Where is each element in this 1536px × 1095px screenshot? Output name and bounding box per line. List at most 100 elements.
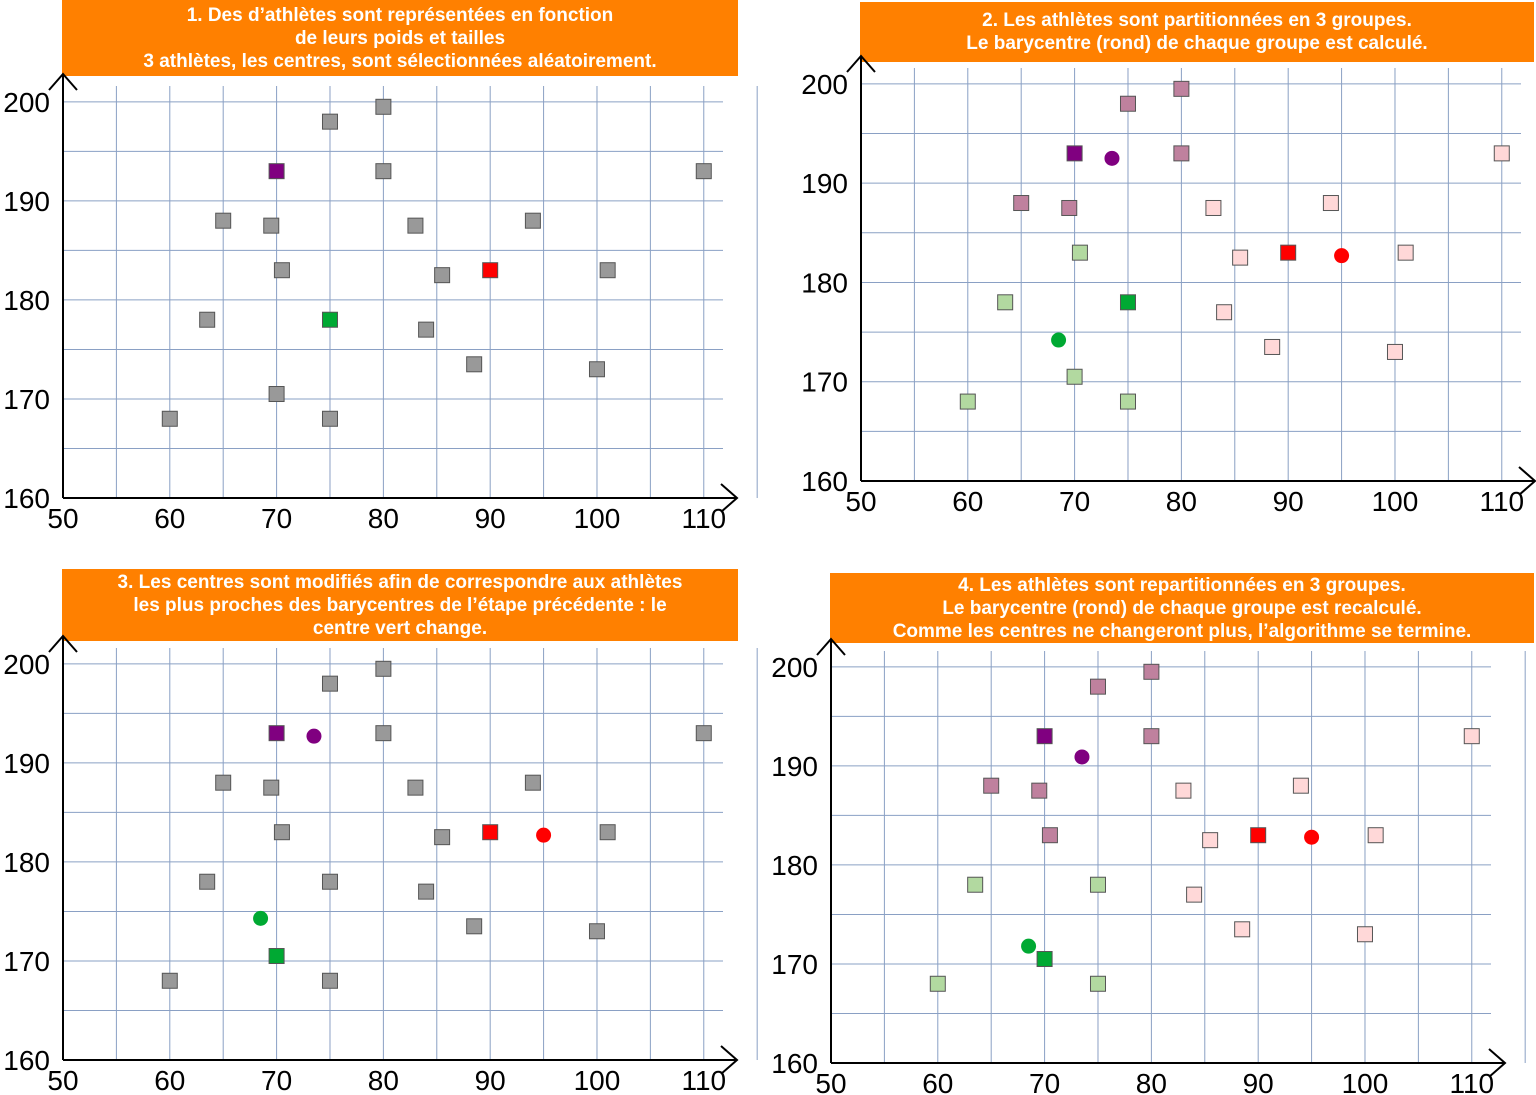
x-tick-label: 60 (952, 486, 983, 517)
athlete-point (1041, 827, 1058, 844)
x-axis-arrow (720, 1045, 739, 1075)
chart-2: 50 60 70 80 90 100 110 160 170 180 190 200 (801, 54, 1536, 517)
athlete-point (524, 774, 541, 791)
x-tick-label: 60 (154, 503, 185, 534)
x-tick-label: 60 (154, 1065, 185, 1095)
center-point (482, 824, 499, 841)
x-tick-label: 70 (1029, 1068, 1060, 1095)
y-axis-arrow (48, 72, 78, 91)
y-tick-label: 160 (3, 1045, 50, 1076)
panel-1-title-line: de leurs poids et tailles (294, 27, 506, 49)
athlete-point (407, 779, 424, 796)
center-point (1036, 728, 1053, 745)
athlete-point (524, 212, 541, 229)
y-tick-label: 170 (801, 367, 848, 398)
athlete-point (1386, 343, 1403, 360)
y-tick-label: 200 (771, 652, 818, 683)
x-tick-label: 70 (261, 503, 292, 534)
panel-2-title: 2. Les athlètes sont partitionnées en 3 … (860, 2, 1534, 62)
center-point (482, 262, 499, 279)
barycenter-point (253, 910, 269, 926)
athlete-point (1071, 244, 1088, 261)
athlete-point (695, 725, 712, 742)
x-tick-label: 100 (1372, 486, 1419, 517)
x-tick-label: 80 (1166, 486, 1197, 517)
athlete-point (161, 410, 178, 427)
y-axis-arrow (846, 54, 876, 73)
x-tick-label: 110 (1449, 1068, 1494, 1095)
athlete-point (1356, 926, 1373, 943)
athlete-point (466, 918, 483, 935)
athlete-point (1367, 827, 1384, 844)
athlete-point (1173, 145, 1190, 162)
panel-3-title: 3. Les centres sont modifiés afin de cor… (62, 569, 738, 641)
athlete-point (1216, 304, 1233, 321)
athlete-point (1202, 832, 1219, 849)
athlete-point (321, 410, 338, 427)
x-tick-label: 70 (1059, 486, 1090, 517)
x-tick-label: 50 (47, 503, 78, 534)
athlete-point (199, 311, 216, 328)
athlete-point (1234, 921, 1251, 938)
barycenter-point (1304, 829, 1320, 845)
athlete-point (1322, 195, 1339, 212)
barycenter-point (536, 827, 552, 843)
y-tick-label: 200 (3, 649, 50, 680)
y-tick-label: 180 (801, 267, 848, 298)
athlete-point (959, 393, 976, 410)
center-point (268, 725, 285, 742)
center-point (1280, 244, 1297, 261)
athlete-point (1143, 663, 1160, 680)
x-tick-label: 100 (574, 503, 621, 534)
athlete-point (375, 660, 392, 677)
y-tick-label: 180 (3, 847, 50, 878)
athlete-point (1186, 886, 1203, 903)
athlete-point (599, 824, 616, 841)
athlete-point (1397, 244, 1414, 261)
athlete-point (1232, 249, 1249, 266)
x-axis-arrow (1518, 466, 1536, 496)
x-tick-label: 90 (475, 1065, 506, 1095)
athlete-point (695, 163, 712, 180)
athlete-point (1061, 199, 1078, 216)
y-tick-label: 170 (3, 384, 50, 415)
athlete-point (263, 217, 280, 234)
x-tick-label: 110 (1479, 486, 1524, 517)
panel-4-title-line: 4. Les athlètes sont repartitionnées en … (958, 574, 1406, 596)
barycenter-point (1334, 248, 1350, 264)
athlete-point (1143, 728, 1160, 745)
x-axis-arrow (1488, 1048, 1507, 1078)
athlete-point (588, 361, 605, 378)
panel-1-title-line: 1. Des d’athlètes sont représentées en f… (186, 4, 614, 26)
panel-2-title-line: Le barycentre (rond) de chaque groupe es… (966, 33, 1428, 54)
x-tick-label: 70 (261, 1065, 292, 1095)
athlete-point (983, 777, 1000, 794)
y-tick-label: 180 (771, 850, 818, 881)
athlete-point (418, 321, 435, 338)
athlete-point (199, 873, 216, 890)
x-tick-label: 80 (1136, 1068, 1167, 1095)
athlete-point (1013, 195, 1030, 212)
athlete-point (273, 262, 290, 279)
athlete-point (1089, 876, 1106, 893)
athlete-point (1119, 393, 1136, 410)
x-tick-label: 90 (475, 503, 506, 534)
chart-3: 50 60 70 80 90 100 110 160 170 180 190 200 (3, 634, 758, 1095)
athlete-point (1031, 782, 1048, 799)
y-tick-label: 190 (801, 168, 848, 199)
y-tick-label: 170 (3, 946, 50, 977)
athlete-point (321, 113, 338, 130)
athlete-point (273, 824, 290, 841)
athlete-point (929, 975, 946, 992)
y-axis-arrow (48, 634, 78, 653)
center-point (1119, 294, 1136, 311)
center-point (1066, 145, 1083, 162)
athlete-point (466, 356, 483, 373)
athlete-point (1205, 199, 1222, 216)
athlete-point (1089, 678, 1106, 695)
athlete-point (407, 217, 424, 234)
y-axis-arrow (816, 637, 846, 656)
x-tick-label: 80 (368, 503, 399, 534)
panel-4-title-line: Comme les centres ne changeront plus, l’… (892, 620, 1472, 642)
center-point (1250, 827, 1267, 844)
